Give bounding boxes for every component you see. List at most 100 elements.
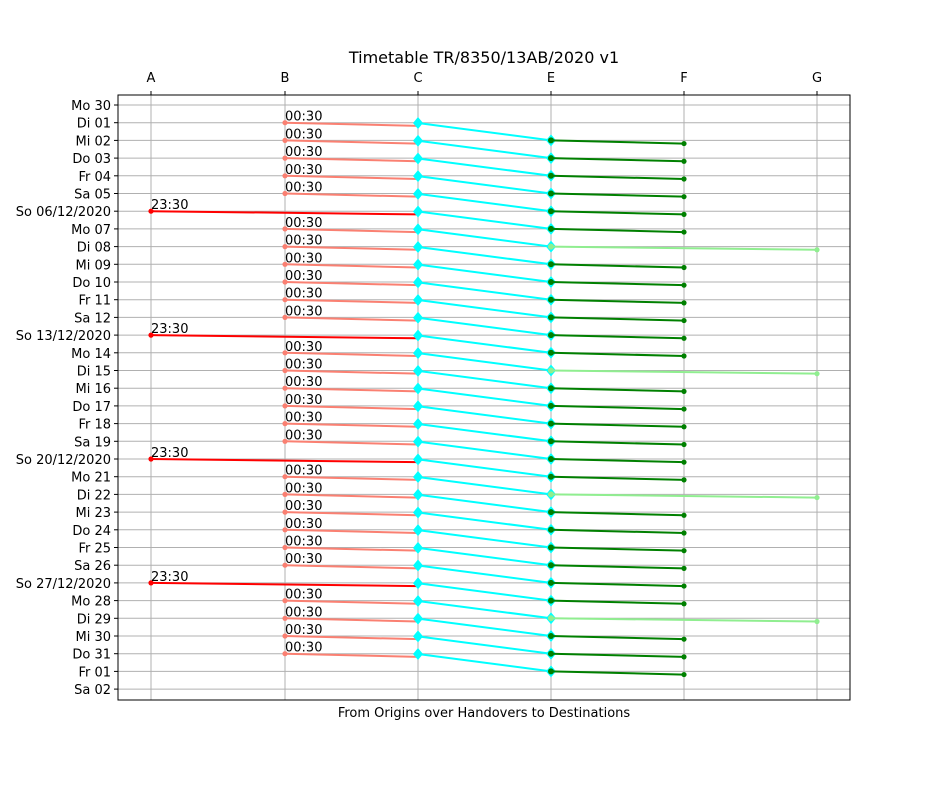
series-handover-dest-point-6 xyxy=(548,243,554,250)
series-origin-point-15 xyxy=(282,385,288,391)
series-origin-leg-5 xyxy=(150,210,419,216)
series-destination-point-8 xyxy=(681,282,687,288)
series-handover-leg-20 xyxy=(417,476,552,496)
series-handover-dest-point-17 xyxy=(548,438,554,445)
series-handover-leg-6 xyxy=(417,228,552,248)
y-tick-label-17: Do 17 xyxy=(72,400,111,415)
series-origin-point-1 xyxy=(282,137,288,143)
series-destination-point-23 xyxy=(681,548,687,554)
series-origin-leg-1 xyxy=(284,139,419,145)
series-handover-leg-16 xyxy=(417,405,552,425)
chart-title: Timetable TR/8350/13AB/2020 v1 xyxy=(348,48,619,67)
y-tick-label-9: Mi 09 xyxy=(75,258,111,273)
series-handover-point-17 xyxy=(413,417,423,430)
x-tick-label-F: F xyxy=(680,71,687,86)
series-origin-point-30 xyxy=(282,651,288,657)
y-tick-label-0: Mo 30 xyxy=(71,99,111,114)
series-origin-leg-30 xyxy=(284,652,419,658)
series-handover-leg-19 xyxy=(417,458,552,478)
series-destination-point-18 xyxy=(681,459,687,465)
series-destination-point-15 xyxy=(681,406,687,412)
series-origin-leg-25 xyxy=(284,564,419,570)
series-origin-point-18 xyxy=(282,438,288,444)
series-time-label-14: 00:30 xyxy=(285,358,322,373)
series-origin-point-3 xyxy=(282,173,288,179)
series-origin-point-22 xyxy=(282,509,288,515)
series-origin-leg-6 xyxy=(284,227,419,234)
series-handover-dest-point-7 xyxy=(548,261,554,268)
series-origin-leg-21 xyxy=(284,493,419,499)
series-destination-leg-8 xyxy=(550,281,685,287)
series-origin-leg-10 xyxy=(284,298,419,304)
y-tick-label-11: Fr 11 xyxy=(78,294,111,309)
series-time-label-10: 00:30 xyxy=(285,287,322,302)
series-handover-dest-point-13 xyxy=(548,367,554,374)
series-handover-point-14 xyxy=(413,364,423,377)
series-destination-point-4 xyxy=(681,211,687,217)
series-time-label-18: 00:30 xyxy=(285,428,322,443)
y-tick-label-1: Di 01 xyxy=(77,117,111,132)
y-tick-label-27: So 27/12/2020 xyxy=(16,577,111,592)
series-handover-leg-26 xyxy=(417,582,552,602)
series-destination-leg-4 xyxy=(550,210,685,216)
series-origin-leg-24 xyxy=(284,546,419,552)
series-origin-leg-15 xyxy=(284,387,419,393)
series-time-label-19: 23:30 xyxy=(151,446,188,461)
series-origin-point-19 xyxy=(148,456,154,462)
series-origin-point-11 xyxy=(282,314,288,320)
series-time-label-0: 00:30 xyxy=(285,110,322,125)
series-origin-point-7 xyxy=(282,244,288,250)
series-handover-point-15 xyxy=(413,382,423,395)
series-destination-point-1 xyxy=(681,158,687,164)
series-origin-point-25 xyxy=(282,562,288,568)
grid-lines xyxy=(118,95,850,700)
series-origin-point-27 xyxy=(282,598,288,604)
series-handover-leg-10 xyxy=(417,299,552,319)
series-handover-point-0 xyxy=(413,117,423,130)
series-destination-leg-0 xyxy=(550,139,685,145)
series-destination-point-11 xyxy=(681,335,687,341)
series-destination-leg-15 xyxy=(550,404,685,411)
series-handover-point-10 xyxy=(413,294,423,307)
series-handover-leg-14 xyxy=(417,369,552,390)
series-destination-leg-21 xyxy=(550,511,685,517)
series-origin-point-6 xyxy=(282,226,288,232)
series-origin-leg-17 xyxy=(284,422,419,428)
series-handover-dest-point-30 xyxy=(548,668,554,675)
series-handover-point-25 xyxy=(413,559,423,572)
series-handover-dest-point-14 xyxy=(548,385,554,392)
series-origin-leg-26 xyxy=(150,581,419,588)
series-time-label-20: 00:30 xyxy=(285,464,322,479)
series-time-label-26: 23:30 xyxy=(151,570,188,585)
series-handover-dest-point-11 xyxy=(548,332,554,339)
y-tick-label-12: Sa 12 xyxy=(74,311,111,326)
series-origin-point-26 xyxy=(148,580,154,586)
series-destination-point-2 xyxy=(681,176,687,182)
series-time-label-2: 00:30 xyxy=(285,145,322,160)
series-destination-point-26 xyxy=(681,601,687,607)
series-lines xyxy=(148,117,820,678)
series-handover-leg-13 xyxy=(417,352,552,372)
series-destination-point-5 xyxy=(681,229,687,235)
series-destination-point-27 xyxy=(814,618,820,625)
series-destination-leg-26 xyxy=(550,599,685,605)
series-handover-point-20 xyxy=(413,471,423,484)
series-origin-leg-13 xyxy=(284,351,419,357)
series-origin-leg-11 xyxy=(284,316,419,322)
series-handover-point-22 xyxy=(413,506,423,519)
series-destination-point-10 xyxy=(681,317,687,324)
series-handover-point-12 xyxy=(413,329,423,342)
series-time-label-21: 00:30 xyxy=(285,481,322,496)
series-handover-point-29 xyxy=(413,630,423,643)
y-tick-label-18: Fr 18 xyxy=(78,418,111,433)
series-handover-dest-point-27 xyxy=(548,615,554,622)
series-handover-leg-17 xyxy=(417,422,552,443)
y-tick-label-25: Fr 25 xyxy=(78,542,111,557)
series-handover-dest-point-24 xyxy=(548,562,554,569)
series-time-label-22: 00:30 xyxy=(285,499,322,514)
series-time-label-30: 00:30 xyxy=(285,641,322,656)
series-time-label-11: 00:30 xyxy=(285,304,322,319)
series-origin-point-29 xyxy=(282,633,288,639)
y-tick-label-2: Mi 02 xyxy=(75,134,111,149)
series-destination-leg-3 xyxy=(550,192,685,198)
